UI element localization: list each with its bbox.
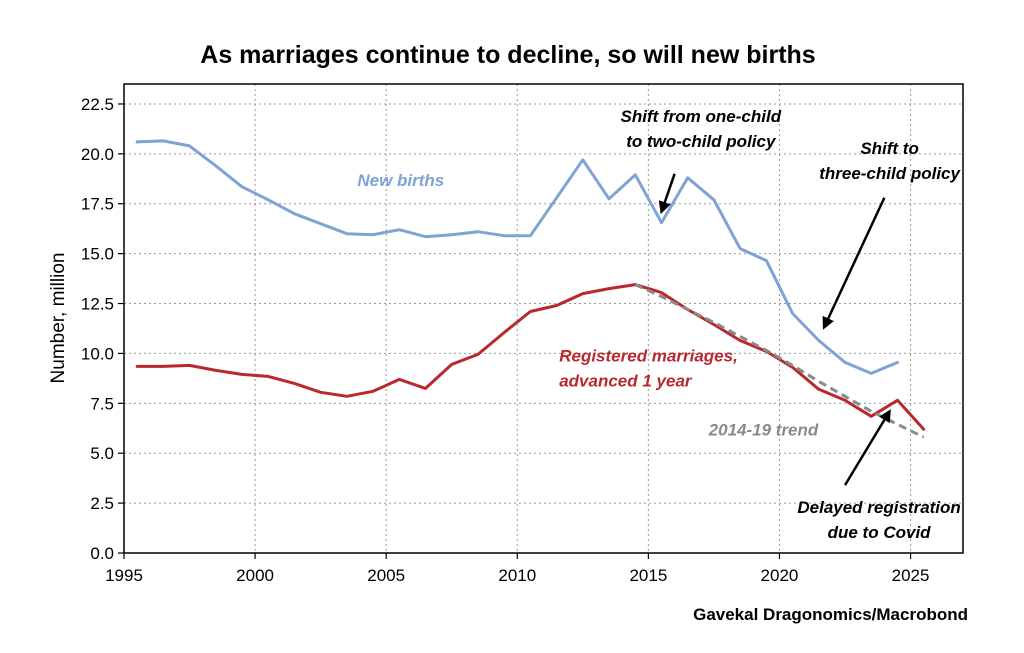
annotation-registered-marriages: Registered marriages, advanced 1 year <box>559 346 738 390</box>
x-tick-label: 1995 <box>105 566 143 585</box>
annotation-shift-from-one-child: Shift from one-child to two-child policy <box>621 107 782 151</box>
y-tick-label: 20.0 <box>81 145 114 164</box>
chart-title: As marriages continue to decline, so wil… <box>200 41 815 69</box>
x-tick-label: 2025 <box>892 566 930 585</box>
plot-frame <box>123 83 964 554</box>
y-tick-label: 22.5 <box>81 95 114 114</box>
axis-ticks: 0.0 2.5 5.0 7.5 10.0 12.5 15.0 17.5 20.0 22.5 1995… <box>81 95 930 585</box>
annotation-arrow <box>843 409 891 486</box>
x-tick-label: 2010 <box>498 566 536 585</box>
y-tick-label: 5.0 <box>90 444 114 463</box>
series-line-new-births <box>135 139 899 375</box>
y-tick-label: 17.5 <box>81 195 114 214</box>
annotation-arrow <box>822 197 886 330</box>
y-tick-label: 15.0 <box>81 245 114 264</box>
y-axis-label: Number, million <box>48 253 69 384</box>
grid-lines <box>124 84 963 553</box>
annotation-2014-19-trend: 2014-19 trend <box>708 420 819 439</box>
x-tick-label: 2020 <box>761 566 799 585</box>
y-tick-label: 0.0 <box>90 544 114 563</box>
series-lines <box>135 139 926 439</box>
y-tick-label: 12.5 <box>81 295 114 314</box>
x-tick-label: 2015 <box>629 566 667 585</box>
x-tick-label: 2005 <box>367 566 405 585</box>
annotation-shift-to: Shift to three-child policy <box>819 139 961 183</box>
series-line-registered-marriages-advanced-1-year <box>135 283 926 431</box>
annotation-arrow <box>658 173 676 215</box>
source-credit: Gavekal Dragonomics/Macrobond <box>693 605 968 624</box>
annotation-new-births: New births <box>357 171 444 190</box>
annotation-delayed-registration: Delayed registration due to Covid <box>797 498 960 542</box>
x-tick-label: 2000 <box>236 566 274 585</box>
annotations: New births Registered marriages, advanced … <box>357 107 961 542</box>
series-line-2014-19-trend <box>634 283 925 439</box>
y-tick-label: 7.5 <box>90 394 114 413</box>
y-tick-label: 10.0 <box>81 344 114 363</box>
y-tick-label: 2.5 <box>90 494 114 513</box>
